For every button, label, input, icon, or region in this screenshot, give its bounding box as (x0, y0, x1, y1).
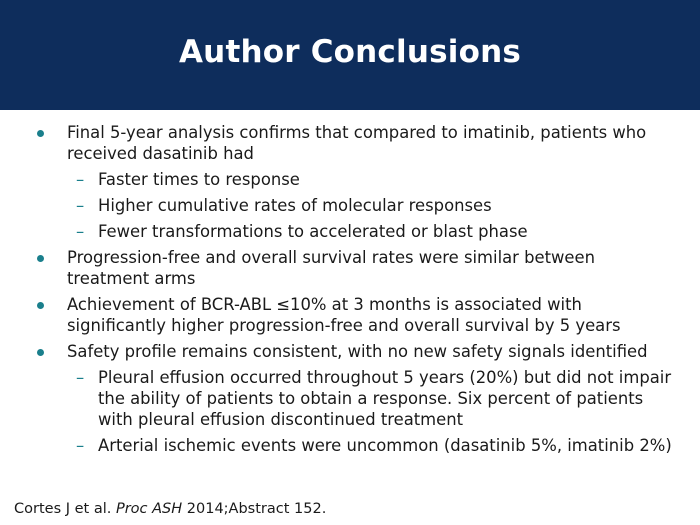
bullet-item: Progression-free and overall survival ra… (0, 247, 700, 289)
citation-details: 2014;Abstract 152. (186, 501, 327, 517)
sub-bullet-item: – Fewer transformations to accelerated o… (67, 221, 676, 242)
citation-authors: Cortes J et al. (14, 501, 112, 517)
bullet-item: Safety profile remains consistent, with … (0, 341, 700, 456)
bullet-dot-icon (37, 302, 44, 309)
sub-bullet-item: – Faster times to response (67, 169, 676, 190)
citation-journal: Proc ASH (115, 501, 183, 517)
sub-bullet-text: Fewer transformations to accelerated or … (98, 222, 528, 241)
sub-bullet-item: – Higher cumulative rates of molecular r… (67, 195, 676, 216)
sub-bullet-text: Faster times to response (98, 170, 300, 189)
dash-icon: – (76, 368, 85, 387)
sub-bullet-text: Higher cumulative rates of molecular res… (98, 196, 492, 215)
sub-bullet-text: Arterial ischemic events were uncommon (… (98, 436, 672, 455)
sub-bullet-list: – Faster times to response – Higher cumu… (67, 169, 676, 242)
slide-title: Author Conclusions (178, 34, 521, 70)
citation: Cortes J et al. Proc ASH 2014;Abstract 1… (14, 500, 326, 518)
sub-bullet-list: – Pleural effusion occurred throughout 5… (67, 367, 676, 456)
bullet-item: Achievement of BCR-ABL ≤10% at 3 months … (0, 294, 700, 336)
bullet-text: Final 5-year analysis confirms that comp… (67, 123, 647, 163)
bullet-item: Final 5-year analysis confirms that comp… (0, 122, 700, 242)
bullet-dot-icon (37, 255, 44, 262)
dash-icon: – (76, 196, 85, 215)
slide-header: Author Conclusions (0, 0, 700, 110)
bullet-dot-icon (37, 130, 44, 137)
bullet-text: Achievement of BCR-ABL ≤10% at 3 months … (67, 295, 621, 335)
bullet-text: Progression-free and overall survival ra… (67, 248, 595, 288)
dash-icon: – (76, 436, 85, 455)
sub-bullet-text: Pleural effusion occurred throughout 5 y… (98, 368, 672, 429)
bullet-text: Safety profile remains consistent, with … (67, 342, 648, 361)
sub-bullet-item: – Pleural effusion occurred throughout 5… (67, 367, 676, 430)
sub-bullet-item: – Arterial ischemic events were uncommon… (67, 435, 676, 456)
bullet-dot-icon (37, 349, 44, 356)
dash-icon: – (76, 170, 85, 189)
dash-icon: – (76, 222, 85, 241)
slide-body: Final 5-year analysis confirms that comp… (0, 122, 700, 461)
bullet-list: Final 5-year analysis confirms that comp… (0, 122, 700, 456)
